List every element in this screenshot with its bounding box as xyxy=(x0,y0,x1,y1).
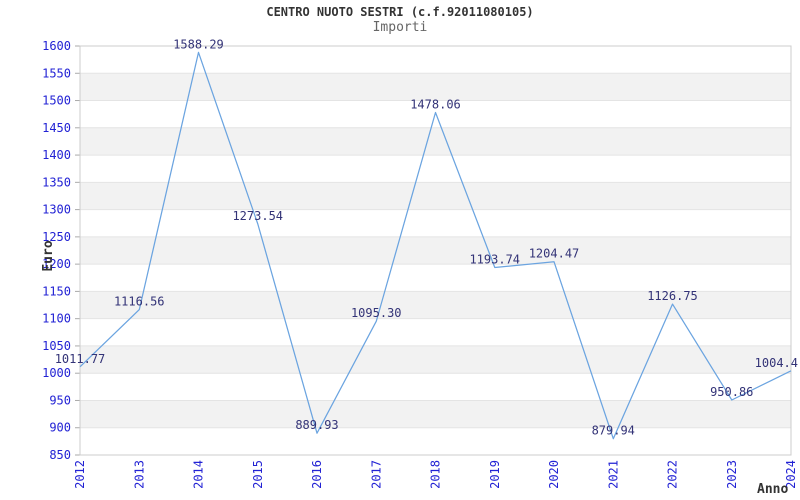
point-label: 1004.4 xyxy=(755,356,798,370)
y-tick-label: 1600 xyxy=(42,39,71,53)
point-label: 1095.30 xyxy=(351,306,402,320)
plot-band xyxy=(80,127,791,156)
y-tick-label: 1450 xyxy=(42,121,71,135)
y-tick-label: 950 xyxy=(49,393,71,407)
y-tick-label: 1050 xyxy=(42,339,71,353)
x-tick-label: 2017 xyxy=(369,460,383,489)
plot-band xyxy=(80,400,791,428)
point-label: 1126.75 xyxy=(647,289,698,303)
y-tick-label: 1200 xyxy=(42,257,71,271)
point-label: 879.94 xyxy=(592,424,635,438)
plot-border xyxy=(79,45,792,456)
y-tick-label: 1550 xyxy=(42,66,71,80)
series-line xyxy=(79,51,792,440)
x-tick-label: 2014 xyxy=(192,460,206,489)
x-tick-label: 2016 xyxy=(310,460,324,489)
plot-band xyxy=(80,236,791,265)
chart-subtitle: Importi xyxy=(372,20,428,35)
y-tick-label: 1300 xyxy=(42,203,71,217)
point-label: 1588.29 xyxy=(173,37,224,51)
point-label: 889.93 xyxy=(295,418,338,432)
plot-band xyxy=(80,345,791,374)
y-axis-title: Euro xyxy=(41,240,56,271)
chart-title: CENTRO NUOTO SESTRI (c.f.92011080105) xyxy=(266,5,534,19)
y-tick-label: 1500 xyxy=(42,94,71,108)
x-tick-label: 2019 xyxy=(488,460,502,489)
x-tick-label: 2023 xyxy=(725,460,739,489)
point-label: 950.86 xyxy=(710,385,753,399)
y-tick-label: 1250 xyxy=(42,230,71,244)
x-tick-label: 2018 xyxy=(429,460,443,489)
x-tick-label: 2020 xyxy=(547,460,561,489)
plot-band xyxy=(80,182,791,210)
x-tick-label: 2013 xyxy=(132,460,146,489)
x-tick-label: 2021 xyxy=(606,460,620,489)
y-tick-label: 1150 xyxy=(42,284,71,298)
x-tick-label: 2012 xyxy=(73,460,87,489)
point-label: 1273.54 xyxy=(232,209,283,223)
point-label: 1193.74 xyxy=(469,253,520,267)
x-tick-label: 2022 xyxy=(666,460,680,489)
y-tick-label: 1000 xyxy=(42,366,71,380)
point-label: 1011.77 xyxy=(55,352,106,366)
x-tick-label: 2024 xyxy=(784,460,798,489)
x-axis-title: Anno xyxy=(757,482,788,497)
y-tick-label: 850 xyxy=(49,448,71,462)
point-label: 1478.06 xyxy=(410,97,461,111)
y-tick-label: 1100 xyxy=(42,312,71,326)
x-tick-label: 2015 xyxy=(251,460,265,489)
plot-band xyxy=(80,73,791,101)
y-tick-label: 900 xyxy=(49,421,71,435)
point-label: 1116.56 xyxy=(114,295,165,309)
y-tick-label: 1350 xyxy=(42,175,71,189)
y-tick-label: 1400 xyxy=(42,148,71,162)
point-label: 1204.47 xyxy=(529,247,580,261)
